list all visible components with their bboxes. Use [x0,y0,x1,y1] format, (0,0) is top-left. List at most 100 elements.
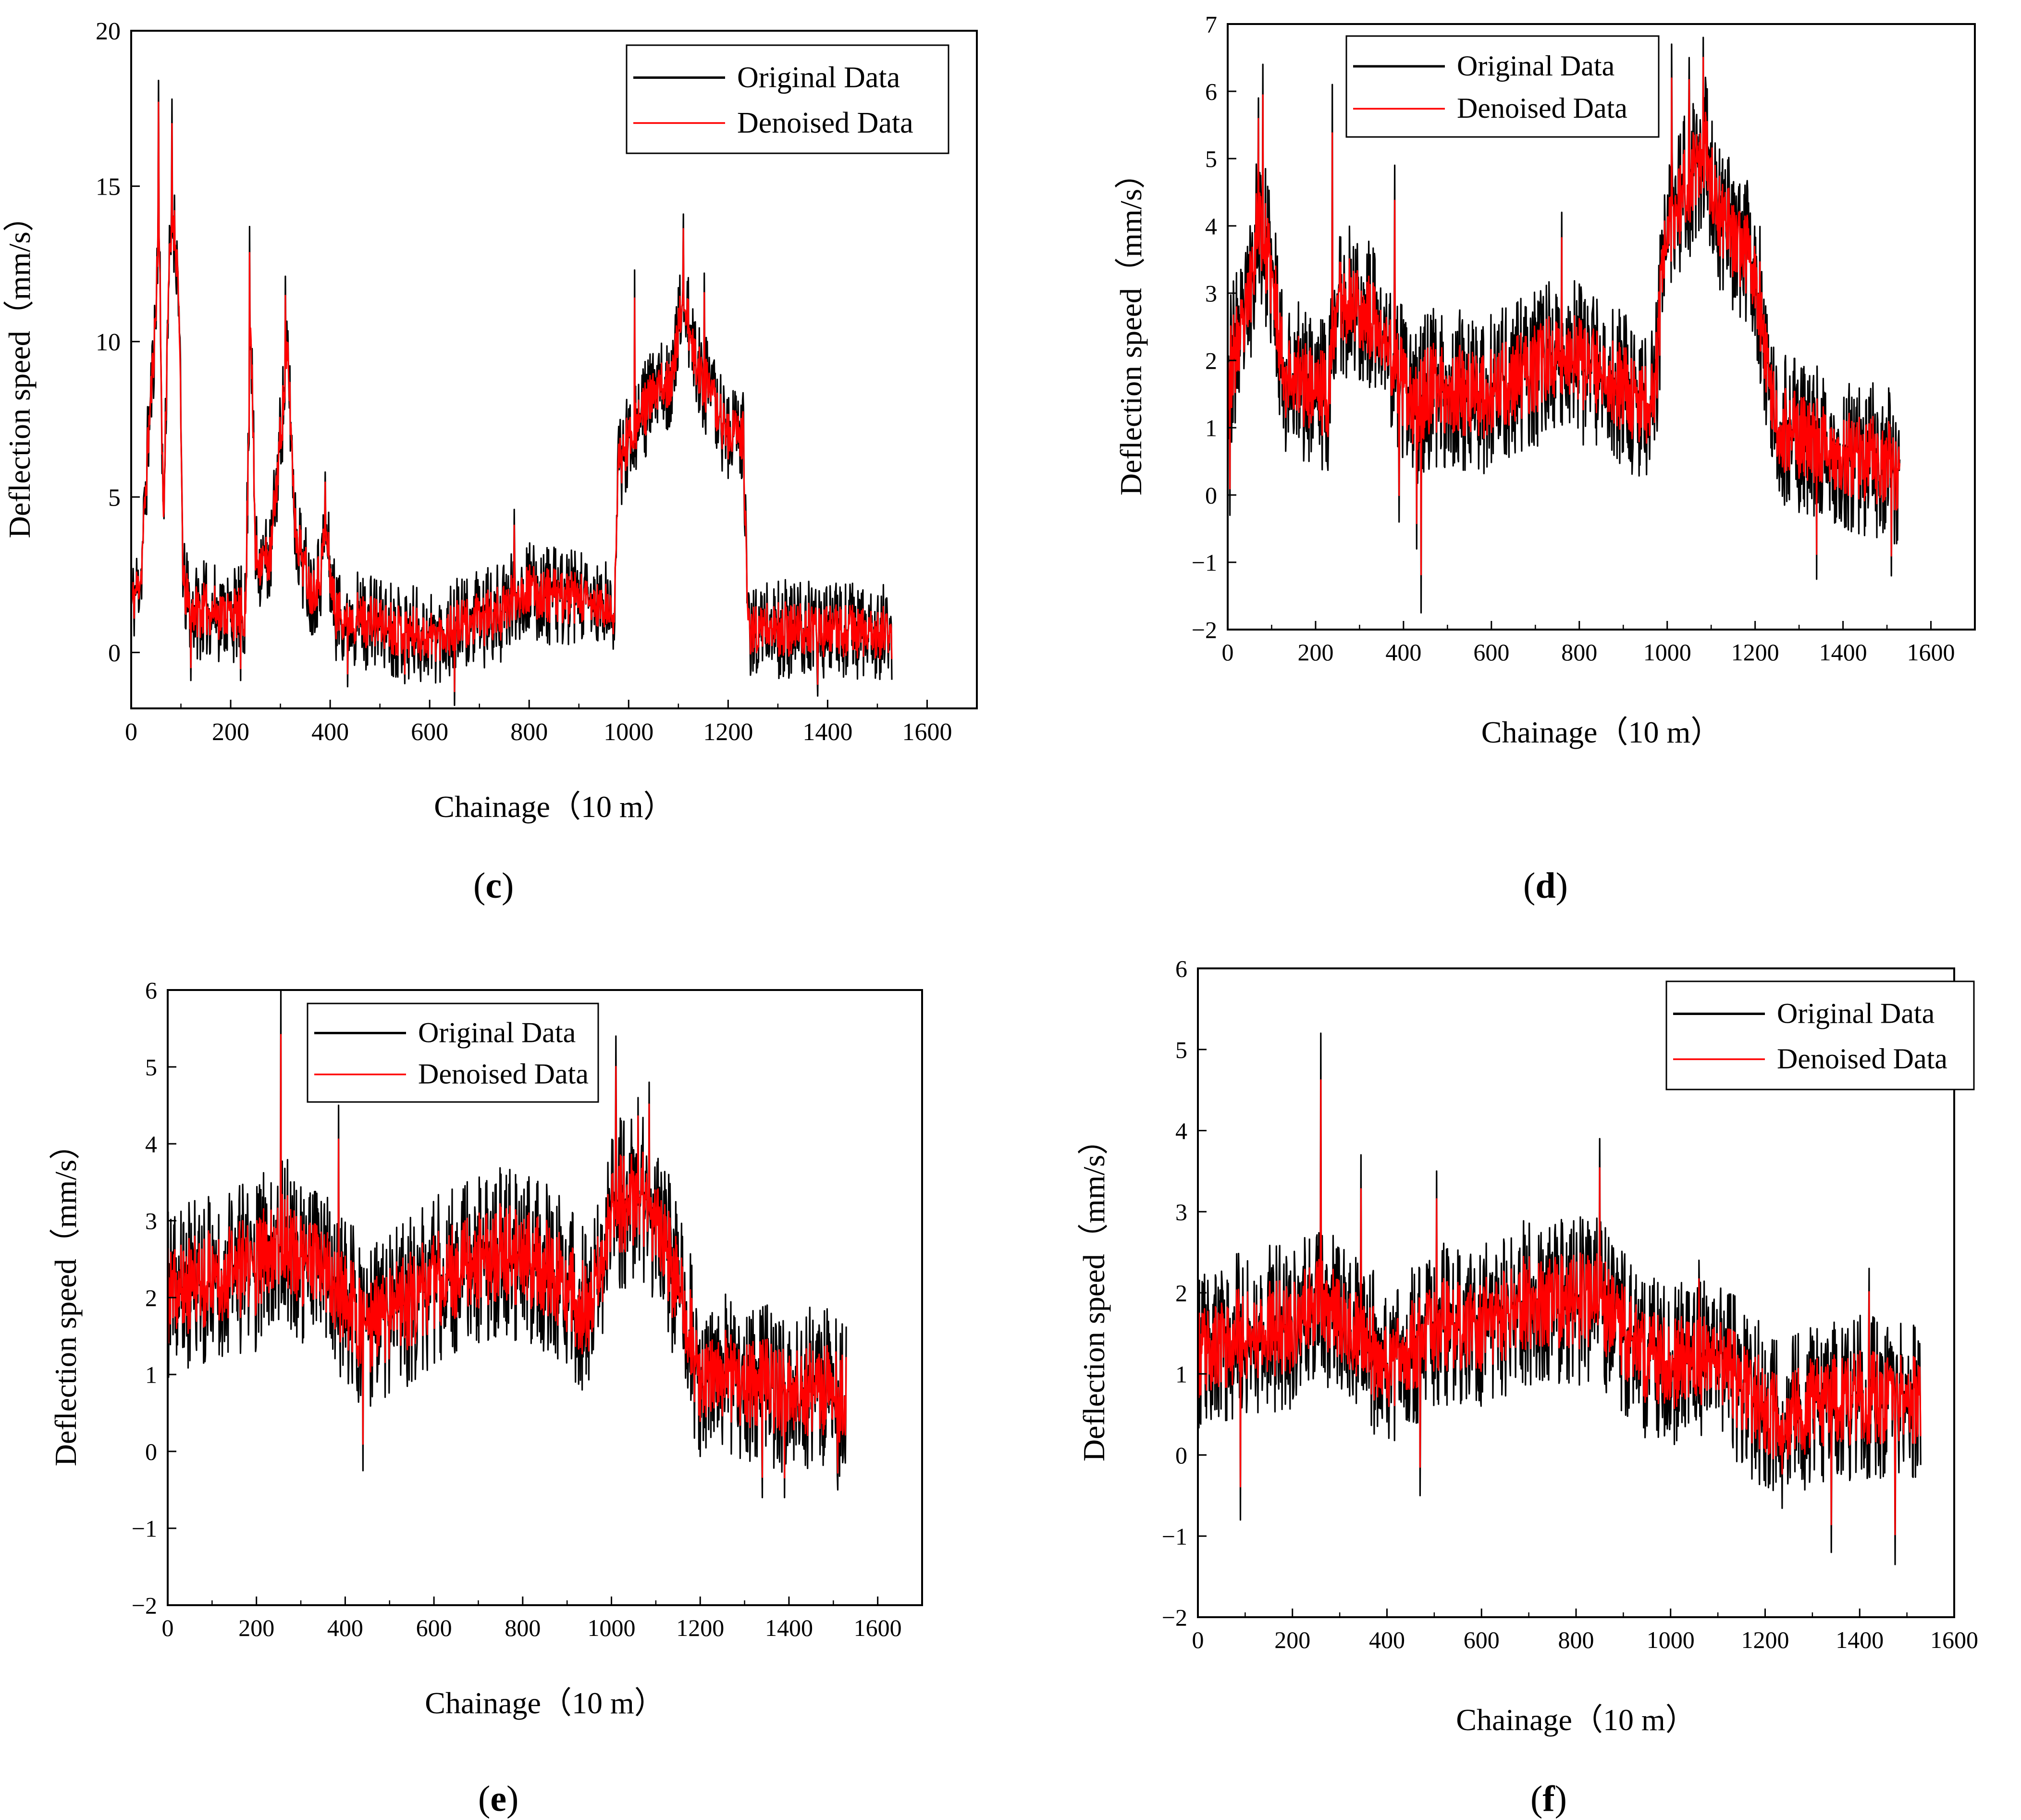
chart-c: 0 200 400 600 800 1000 1200 1400 1600 0 5 10 15 20 Cha… [2,18,978,824]
x-tick-label: 1600 [854,1614,902,1641]
x-tick-label: 0 [162,1614,174,1641]
y-tick-label: 4 [145,1131,157,1158]
legend-box [1345,35,1660,138]
legend: Original Data Denoised Data [1345,35,1660,138]
x-tick-label: 200 [1274,1626,1310,1653]
legend-label-denoised: Denoised Data [737,107,913,139]
x-axis-label: Chainage（10 m） [425,1686,665,1720]
x-tick-label: 800 [510,718,548,746]
y-tick-label: 2 [1175,1280,1187,1307]
y-tick-label: 5 [145,1054,157,1081]
legend: Original Data Denoised Data [307,1003,599,1103]
x-tick-label: 600 [1473,639,1509,666]
legend-box [626,44,949,154]
y-tick-label: 6 [1175,955,1187,982]
x-tick-label: 1000 [1647,1626,1695,1653]
x-tick-label: 0 [1192,1626,1204,1653]
chart-f: 0 200 400 600 800 1000 1200 1400 1600 −2 −1 0 1 2 3 4 5 6… [1077,955,1978,1737]
caption-letter: e [490,1779,507,1819]
y-tick-label: 6 [1205,78,1217,105]
y-tick-label: −1 [1192,549,1217,576]
y-tick-label: −2 [132,1592,157,1619]
y-tick-label: 1 [1205,415,1217,442]
panel-caption-c: (c) [473,865,514,907]
legend-label-denoised: Denoised Data [1457,92,1627,124]
caption-close-paren: ) [506,1779,519,1819]
x-tick-label: 1400 [802,718,852,746]
y-tick-label: 0 [145,1438,157,1465]
x-tick-label: 600 [416,1614,452,1641]
y-tick-label: 2 [1205,347,1217,374]
y-tick-label: 5 [1175,1036,1187,1063]
legend-box [1665,980,1975,1090]
x-tick-label: 400 [311,718,349,746]
plot-frame [1227,23,1976,631]
x-tick-label: 0 [1222,639,1234,666]
caption-open-paren: ( [1523,866,1536,906]
y-tick-label: −2 [1192,617,1217,644]
y-tick-label: 3 [145,1208,157,1235]
caption-close-paren: ) [502,866,514,906]
panel-caption-f: (f) [1530,1778,1567,1820]
y-tick-label: 6 [145,977,157,1004]
y-tick-label: 7 [1205,11,1217,38]
y-tick-label: 3 [1205,280,1217,307]
x-tick-label: 600 [1464,1626,1500,1653]
x-tick-label: 1000 [604,718,653,746]
x-tick-label: 400 [1369,1626,1405,1653]
y-tick-label: 3 [1175,1199,1187,1226]
panel-caption-d: (d) [1523,865,1568,907]
x-tick-label: 600 [411,718,448,746]
y-tick-label: 5 [108,484,121,511]
series-line-denoised [130,101,893,693]
series-line-denoised [1197,1079,1922,1535]
x-tick-label: 1400 [1836,1626,1884,1653]
chart-d: 0 200 400 600 800 1000 1200 1400 1600 −2 −1 0 1 2 3 4 5 6… [1114,11,1976,749]
legend-box [307,1003,599,1103]
x-tick-label: 1400 [1819,639,1867,666]
y-tick-label: 15 [96,173,121,201]
x-tick-label: 1400 [765,1614,813,1641]
y-tick-label: 4 [1205,213,1217,240]
y-tick-label: 10 [96,329,121,356]
x-axis-label: Chainage（10 m） [1481,715,1721,749]
caption-close-paren: ) [1555,866,1568,906]
x-tick-label: 200 [212,718,249,746]
y-tick-label: −1 [132,1515,157,1542]
y-tick-label: 2 [145,1285,157,1312]
y-tick-label: −2 [1162,1604,1187,1631]
x-tick-label: 800 [1558,1626,1594,1653]
x-tick-label: 200 [1297,639,1333,666]
series-line-original [1197,1032,1922,1565]
series-line-denoised [167,1034,847,1479]
y-tick-label: −1 [1162,1523,1187,1550]
legend: Original Data Denoised Data [1665,980,1975,1090]
x-tick-label: 1200 [703,718,753,746]
y-tick-label: 0 [1205,482,1217,509]
legend-label-original: Original Data [418,1017,576,1049]
x-tick-label: 1200 [676,1614,724,1641]
x-tick-label: 1600 [1907,639,1955,666]
caption-letter: c [485,866,502,906]
caption-open-paren: ( [473,866,486,906]
y-tick-label: 0 [1175,1442,1187,1469]
y-axis-label: Deflection speed（mm/s） [1077,1124,1111,1461]
y-tick-label: 20 [96,18,121,45]
caption-close-paren: ) [1554,1779,1567,1819]
x-tick-label: 800 [505,1614,541,1641]
x-tick-label: 400 [327,1614,363,1641]
caption-open-paren: ( [478,1779,491,1819]
legend-label-original: Original Data [1777,998,1935,1029]
y-axis-label: Deflection speed（mm/s） [1114,158,1148,495]
x-tick-label: 200 [238,1614,274,1641]
x-tick-label: 0 [125,718,137,746]
legend-label-original: Original Data [1457,50,1614,82]
y-axis-label: Deflection speed（mm/s） [2,201,37,538]
caption-letter: f [1542,1779,1555,1819]
caption-letter: d [1535,866,1556,906]
x-tick-label: 1200 [1731,639,1779,666]
y-tick-label: 4 [1175,1117,1187,1144]
chart-e: 0 200 400 600 800 1000 1200 1400 1600 −2 −1 0 1 2 3 4 5 6… [49,977,923,1720]
